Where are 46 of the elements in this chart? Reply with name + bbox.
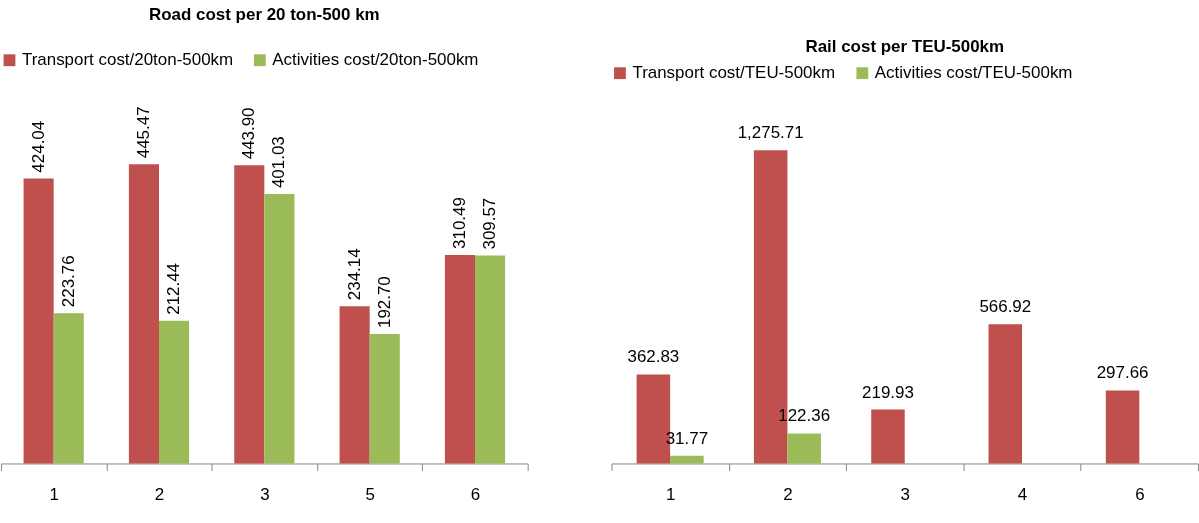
x-tick-label: 3 xyxy=(260,484,270,504)
bar xyxy=(264,194,295,464)
data-label: 443.90 xyxy=(239,107,259,160)
data-label: 212.44 xyxy=(164,262,184,315)
data-label: 297.66 xyxy=(1096,363,1149,383)
chart-title: Road cost per 20 ton-500 km xyxy=(149,4,380,24)
data-label: 362.83 xyxy=(627,347,680,367)
data-label: 401.03 xyxy=(269,136,289,189)
data-label: 1,275.71 xyxy=(737,123,804,143)
bar xyxy=(787,433,821,464)
bar xyxy=(128,164,159,464)
data-label: 219.93 xyxy=(862,382,914,402)
bar xyxy=(53,313,84,464)
bar xyxy=(1105,390,1140,464)
x-tick-label: 4 xyxy=(1017,484,1028,504)
x-tick-label: 6 xyxy=(470,484,481,504)
bar xyxy=(670,455,704,464)
bar xyxy=(369,334,400,464)
data-label: 223.76 xyxy=(58,255,78,308)
bar xyxy=(339,306,370,464)
data-label: 424.04 xyxy=(28,120,48,173)
bar xyxy=(444,254,476,464)
data-label: 310.49 xyxy=(449,197,469,249)
chart-title: Rail cost per TEU-500km xyxy=(805,37,1005,57)
data-label: 566.92 xyxy=(979,297,1032,317)
data-label: 234.14 xyxy=(344,248,364,301)
x-tick-label: 3 xyxy=(900,484,910,504)
bar xyxy=(475,255,506,464)
x-tick-label: 5 xyxy=(365,484,375,504)
x-tick-label: 6 xyxy=(1135,484,1145,504)
data-label: 309.57 xyxy=(480,197,500,250)
bar xyxy=(234,165,265,464)
x-tick-label: 1 xyxy=(665,484,676,504)
bar xyxy=(988,324,1023,464)
data-label: 445.47 xyxy=(133,106,153,159)
data-label: 192.70 xyxy=(374,276,394,329)
legend-label: Activities cost/TEU-500km xyxy=(874,63,1073,83)
bar xyxy=(23,178,54,464)
bar xyxy=(159,320,190,464)
bar xyxy=(871,409,905,464)
x-tick-label: 2 xyxy=(154,484,165,504)
legend-label: Activities cost/20ton-500km xyxy=(272,50,479,70)
x-tick-label: 2 xyxy=(783,484,793,504)
x-tick-label: 1 xyxy=(49,484,59,504)
legend-label: Transport cost/TEU-500km xyxy=(632,63,836,83)
legend-label: Transport cost/20ton-500km xyxy=(21,50,234,70)
